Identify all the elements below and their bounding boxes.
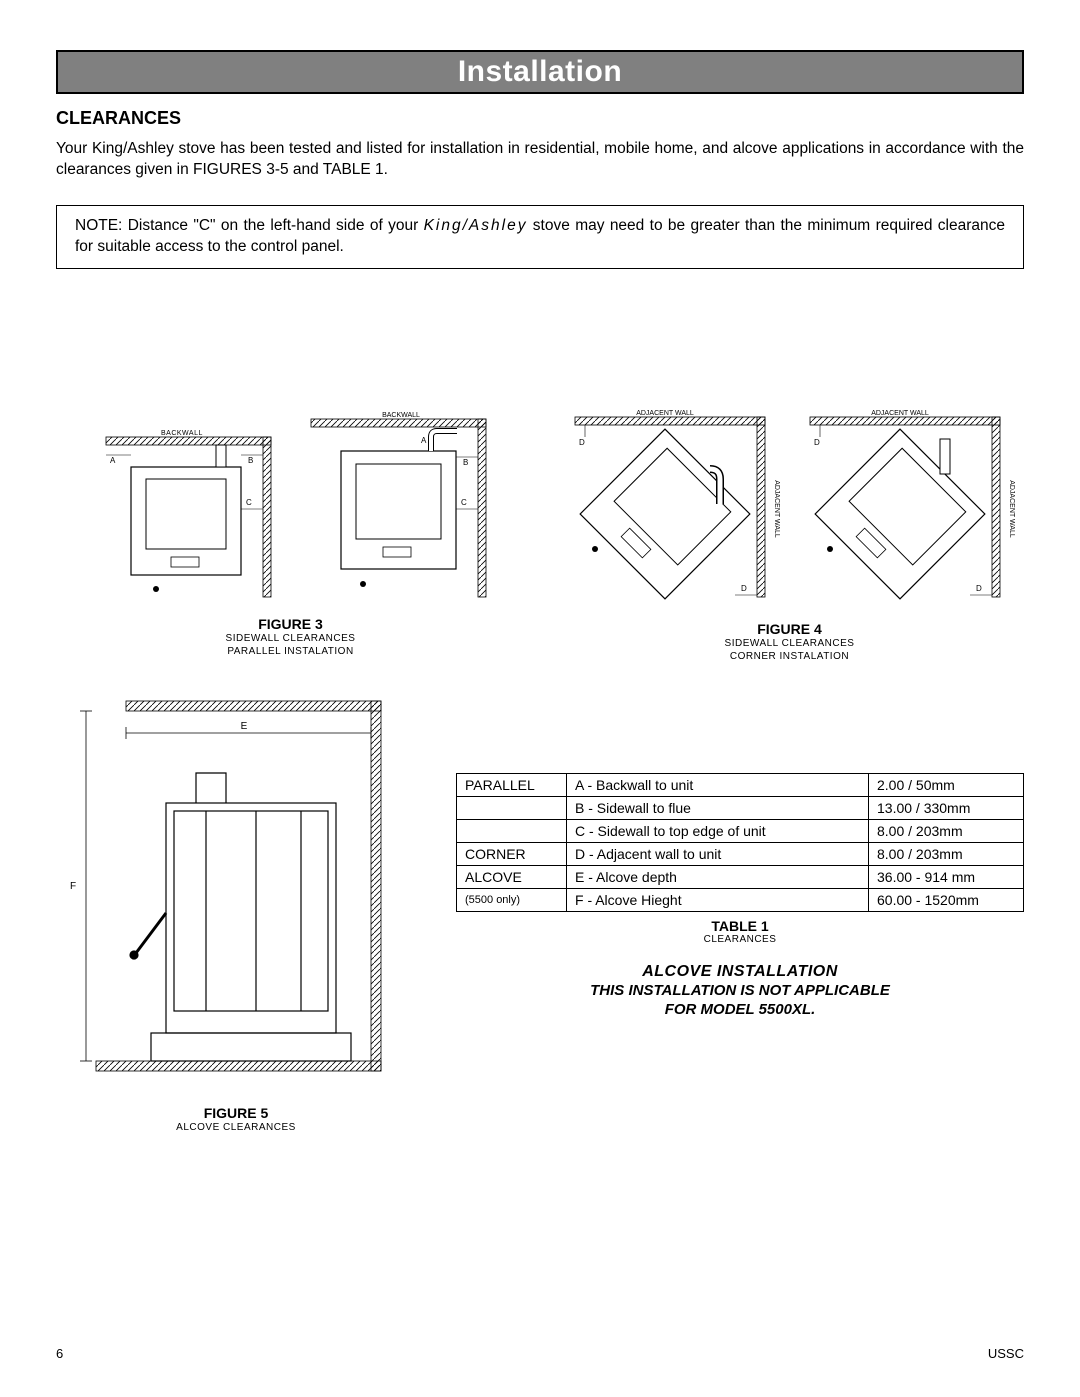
table-cell: 8.00 / 203mm [869,842,1024,865]
clearances-table: PARALLELA - Backwall to unit2.00 / 50mmB… [456,773,1024,912]
figure-3-label: FIGURE 3 [56,616,525,632]
svg-text:A: A [421,436,427,445]
fig3-backwall-label: BACKWALL [161,430,203,437]
svg-text:D: D [976,584,982,593]
page-title: Installation [458,55,622,89]
svg-text:C: C [461,498,467,507]
table-label: TABLE 1 [456,918,1024,934]
figure-3-left-svg: BACKWALL SIDEWALL A B C [86,409,281,604]
figure-4-label: FIGURE 4 [555,621,1024,637]
table-cell [457,819,567,842]
svg-text:B: B [463,458,468,467]
footer-brand: USSC [988,1346,1024,1361]
table-cell: C - Sidewall to top edge of unit [567,819,869,842]
title-bar: Installation [56,50,1024,94]
table-sub: CLEARANCES [456,934,1024,945]
table-cell: B - Sidewall to flue [567,796,869,819]
figure-3-sub2: PARALLEL INSTALATION [56,645,525,658]
table-cell: A - Backwall to unit [567,773,869,796]
svg-text:ADJACENT WALL: ADJACENT WALL [636,410,694,417]
page-number: 6 [56,1346,63,1361]
table-cell: 2.00 / 50mm [869,773,1024,796]
table-row: C - Sidewall to top edge of unit8.00 / 2… [457,819,1024,842]
table-row: (5500 only)F - Alcove Hieght60.00 - 1520… [457,888,1024,911]
svg-text:C: C [246,498,252,507]
svg-text:ADJACENT WALL: ADJACENT WALL [773,480,780,538]
page-footer: 6 USSC [56,1346,1024,1361]
table-cell [457,796,567,819]
figure-4-sub1: SIDEWALL CLEARANCES [555,637,1024,650]
note-italic: King/Ashley [424,217,528,234]
figure-3-sub1: SIDEWALL CLEARANCES [56,632,525,645]
table-cell: E - Alcove depth [567,865,869,888]
alcove-line1: THIS INSTALLATION IS NOT APPLICABLE [456,981,1024,1001]
intro-paragraph: Your King/Ashley stove has been tested a… [56,139,1024,181]
table-and-notes: PARALLELA - Backwall to unit2.00 / 50mmB… [456,693,1024,1020]
figure-3-right-svg: BACKWALL SIDEWALL A B C [301,409,496,604]
svg-text:ADJACENT WALL: ADJACENT WALL [1008,480,1015,538]
figure-3: BACKWALL SIDEWALL A B C [56,409,525,663]
lower-row: E F FIGURE 5 ALCOVE CLEARANCES [56,693,1024,1134]
svg-text:D: D [579,438,585,447]
figure-5-svg: E F [56,693,396,1093]
svg-text:D: D [814,438,820,447]
table-cell: 13.00 / 330mm [869,796,1024,819]
figure-4-left-svg: ADJACENT WALL ADJACENT WALL D D [565,409,780,609]
svg-text:F: F [70,881,76,892]
note-box: NOTE: Distance "C" on the left-hand side… [56,205,1024,269]
fig3-sidewall-label: SIDEWALL [279,501,281,536]
alcove-heading: ALCOVE INSTALLATION [456,963,1024,981]
table-cell: PARALLEL [457,773,567,796]
alcove-line2: FOR MODEL 5500XL. [456,1000,1024,1020]
figure-5-label: FIGURE 5 [56,1105,416,1121]
svg-text:BACKWALL: BACKWALL [382,412,420,419]
figure-4: ADJACENT WALL ADJACENT WALL D D [555,409,1024,663]
svg-text:A: A [110,456,116,465]
table-cell: 8.00 / 203mm [869,819,1024,842]
diagrams-row-upper: BACKWALL SIDEWALL A B C [56,409,1024,663]
figure-5-sub: ALCOVE CLEARANCES [56,1121,416,1134]
table-row: CORNERD - Adjacent wall to unit8.00 / 20… [457,842,1024,865]
table-cell: F - Alcove Hieght [567,888,869,911]
table-row: PARALLELA - Backwall to unit2.00 / 50mm [457,773,1024,796]
table-cell: ALCOVE [457,865,567,888]
table-row: ALCOVEE - Alcove depth36.00 - 914 mm [457,865,1024,888]
figure-4-sub2: CORNER INSTALATION [555,650,1024,663]
table-cell: D - Adjacent wall to unit [567,842,869,865]
table-cell: CORNER [457,842,567,865]
note-prefix: NOTE: Distance "C" on the left-hand side… [75,217,424,234]
figure-4-right-svg: ADJACENT WALL ADJACENT WALL D D [800,409,1015,609]
svg-text:E: E [241,721,248,732]
svg-text:SIDEWALL: SIDEWALL [494,491,496,526]
table-cell: 36.00 - 914 mm [869,865,1024,888]
table-row: B - Sidewall to flue13.00 / 330mm [457,796,1024,819]
svg-text:D: D [741,584,747,593]
svg-text:ADJACENT WALL: ADJACENT WALL [871,410,929,417]
section-heading: CLEARANCES [56,108,1024,129]
table-cell: 60.00 - 1520mm [869,888,1024,911]
svg-text:B: B [248,456,253,465]
table-cell: (5500 only) [457,888,567,911]
figure-5: E F FIGURE 5 ALCOVE CLEARANCES [56,693,416,1134]
